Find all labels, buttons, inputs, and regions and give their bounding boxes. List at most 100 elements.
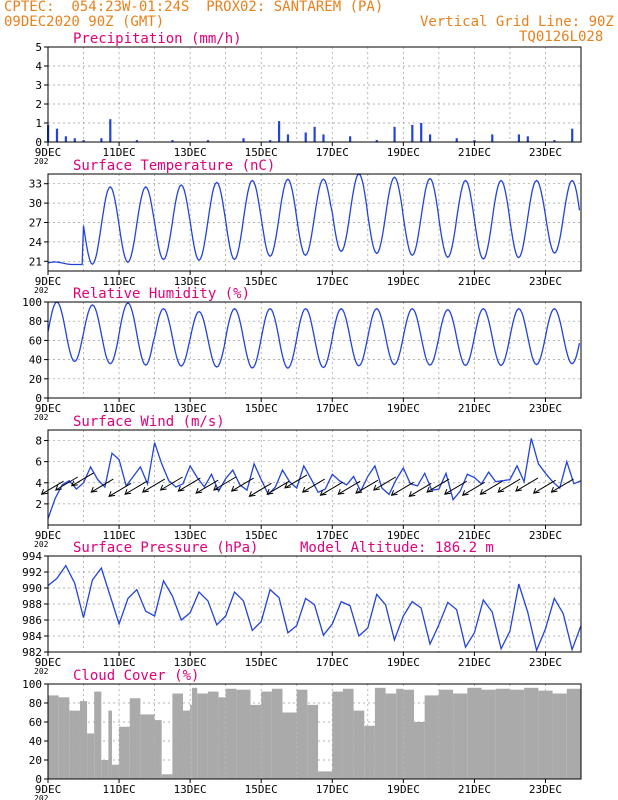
x-tick-label: 21DEC bbox=[458, 783, 491, 796]
wind-arrow bbox=[178, 477, 201, 492]
wind-arrow bbox=[320, 481, 343, 496]
cloud-bar bbox=[307, 704, 319, 779]
x-tick-label: 17DEC bbox=[316, 656, 349, 669]
x-tick-label: 11DEC bbox=[103, 656, 136, 669]
cloud-bar bbox=[161, 774, 173, 779]
y-tick-label: 1 bbox=[35, 117, 42, 130]
cloud-bar bbox=[282, 712, 297, 779]
x-tick-label: 15DEC bbox=[245, 656, 278, 669]
cloud-bar bbox=[538, 690, 553, 779]
x-tick-label: 9DEC bbox=[35, 656, 62, 669]
cloud-bar bbox=[154, 720, 162, 779]
wind-arrowhead bbox=[426, 486, 434, 493]
x-tick-label: 9DEC bbox=[35, 783, 62, 796]
cloud-bar bbox=[296, 689, 308, 779]
x-tick-label: 11DEC bbox=[103, 529, 136, 542]
pressure-line bbox=[47, 564, 582, 653]
x-year-stub: 202 bbox=[34, 157, 49, 166]
wind-arrowhead bbox=[497, 486, 505, 493]
wind-arrowhead bbox=[142, 486, 149, 493]
x-year-stub: 202 bbox=[34, 413, 49, 422]
wind-arrowhead bbox=[515, 485, 523, 492]
x-tick-label: 23DEC bbox=[529, 402, 562, 415]
wind-arrowhead bbox=[337, 489, 345, 495]
cloud-bar bbox=[190, 704, 192, 779]
y-tick-label: 986 bbox=[22, 614, 42, 627]
y-tick-label: 40 bbox=[29, 354, 42, 367]
y-tick-label: 8 bbox=[35, 435, 42, 448]
panel-frame bbox=[47, 301, 582, 399]
wind-arrow bbox=[355, 479, 379, 494]
wind-arrow bbox=[284, 474, 308, 489]
x-tick-label: 9DEC bbox=[35, 402, 62, 415]
precip-bar bbox=[420, 123, 423, 142]
wind-arrowhead bbox=[390, 490, 398, 496]
cloud-bar bbox=[509, 689, 525, 779]
panel-frame bbox=[47, 683, 582, 780]
wind-arrowhead bbox=[40, 489, 48, 495]
header-location: CPTEC: 054:23W-01:24S PROX02: SANTAREM (… bbox=[4, 0, 384, 15]
x-tick-label: 21DEC bbox=[458, 656, 491, 669]
panel-pressure: 982 984 986 988 990 992 994 9DEC 11DEC 13DEC 15DEC… bbox=[22, 540, 582, 676]
wind-arrow bbox=[213, 476, 237, 491]
x-tick-label: 23DEC bbox=[529, 529, 562, 542]
precip-bar bbox=[55, 128, 59, 142]
cloud-bar bbox=[318, 771, 333, 779]
cloud-bar bbox=[79, 701, 88, 779]
panel-frame bbox=[47, 173, 582, 272]
x-tick-label: 11DEC bbox=[103, 146, 136, 159]
cloud-bar bbox=[58, 697, 70, 779]
panel-precip: 0 1 2 3 4 5 9DEC 11DEC 13DEC 15DEC 17DEC 19DEC 21DEC… bbox=[34, 31, 582, 166]
cloud-bar bbox=[108, 710, 112, 779]
precip-bar bbox=[571, 128, 574, 142]
precip-bar bbox=[286, 134, 290, 142]
wind-arrow bbox=[480, 480, 503, 495]
precip-bar bbox=[206, 140, 210, 142]
wind-arrowhead bbox=[213, 484, 220, 491]
header-grid-note: Vertical Grid Line: 90Z bbox=[420, 14, 614, 30]
wind-arrow bbox=[533, 479, 556, 494]
wind-arrowhead bbox=[266, 489, 274, 495]
wind-arrowhead bbox=[444, 489, 451, 495]
wind-arrowhead bbox=[70, 480, 78, 487]
wind-arrow bbox=[515, 477, 539, 492]
wind-line bbox=[47, 438, 582, 519]
precip-bar bbox=[242, 138, 245, 142]
y-tick-label: 80 bbox=[29, 697, 42, 710]
x-year-stub: 202 bbox=[34, 794, 49, 800]
panel-frame bbox=[47, 429, 582, 526]
x-tick-label: 23DEC bbox=[529, 146, 562, 159]
wind-arrow bbox=[142, 478, 166, 493]
panel-title: Surface Wind (m/s) bbox=[73, 414, 225, 430]
cloud-bar bbox=[364, 725, 375, 779]
cloud-bar bbox=[481, 689, 496, 779]
cloud-bar bbox=[111, 764, 120, 779]
wind-arrowhead bbox=[124, 489, 132, 495]
panel-title: Surface Pressure (hPa) bbox=[73, 540, 258, 556]
x-tick-label: 17DEC bbox=[316, 402, 349, 415]
cloud-bar bbox=[94, 691, 102, 779]
precip-bar bbox=[428, 134, 432, 142]
x-tick-label: 17DEC bbox=[316, 529, 349, 542]
y-tick-label: 5 bbox=[35, 41, 42, 54]
x-tick-label: 19DEC bbox=[387, 275, 420, 288]
x-tick-label: 21DEC bbox=[458, 146, 491, 159]
y-tick-label: 4 bbox=[35, 60, 42, 73]
wind-arrowhead bbox=[532, 487, 540, 494]
x-tick-label: 17DEC bbox=[316, 146, 349, 159]
y-tick-label: 990 bbox=[22, 582, 42, 595]
wind-arrow bbox=[71, 472, 95, 487]
cloud-bar bbox=[438, 689, 454, 779]
x-tick-label: 19DEC bbox=[387, 783, 420, 796]
wind-arrowhead bbox=[461, 490, 469, 496]
x-year-stub: 202 bbox=[34, 286, 49, 295]
cloud-bar bbox=[353, 710, 365, 779]
wind-arrowhead bbox=[54, 484, 62, 491]
y-tick-label: 992 bbox=[22, 566, 42, 579]
precip-bar bbox=[304, 132, 307, 142]
x-tick-label: 15DEC bbox=[245, 146, 278, 159]
y-tick-label: 0 bbox=[35, 136, 42, 149]
panel-frame bbox=[47, 555, 582, 653]
cloud-bar bbox=[250, 704, 262, 779]
y-tick-label: 21 bbox=[29, 255, 42, 268]
